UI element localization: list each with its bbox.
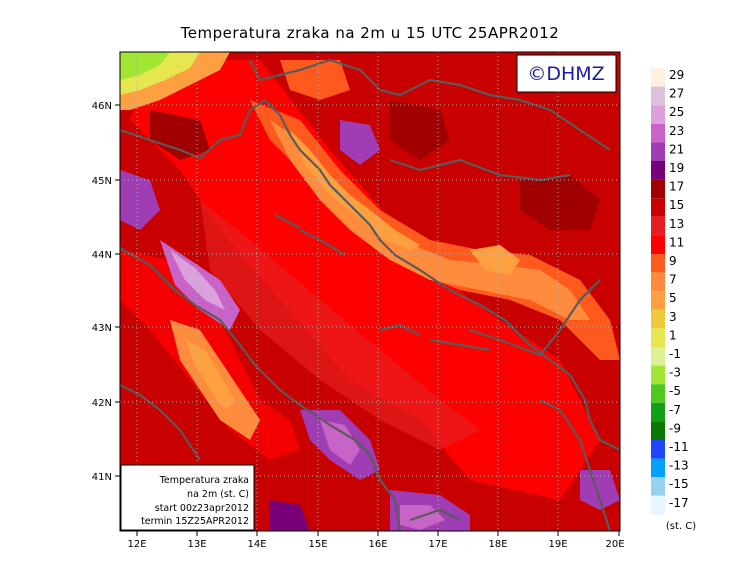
legend-swatch [651, 328, 665, 347]
legend-swatch [651, 86, 665, 106]
y-tick-label: 41N [92, 472, 112, 483]
legend-label: -13 [669, 459, 689, 473]
legend-unit: (st. C) [666, 521, 696, 532]
legend-swatch [651, 142, 665, 161]
legend-swatch [651, 68, 665, 87]
y-tick-label: 45N [92, 176, 112, 187]
legend-label: -15 [669, 477, 689, 491]
x-tick-label: 17E [428, 539, 447, 550]
legend-label: 25 [669, 105, 684, 119]
legend-label: -17 [669, 496, 689, 510]
legend-label: -9 [669, 421, 681, 435]
x-tick-label: 13E [187, 539, 206, 550]
legend-label: 7 [669, 273, 677, 287]
legend-swatch [651, 477, 665, 496]
info-line-1: Temperatura zraka [159, 475, 249, 486]
y-tick-label: 43N [92, 323, 112, 334]
legend-swatch [651, 179, 665, 199]
legend-swatch [651, 365, 665, 385]
legend-swatch [651, 458, 665, 478]
logo-text: ©DHMZ [527, 63, 604, 85]
legend-swatch [651, 309, 665, 329]
temperature-field [120, 52, 620, 531]
legend-swatch [651, 198, 665, 217]
tick-marks [115, 104, 620, 536]
info-line-2: na 2m (st. C) [187, 489, 249, 500]
x-tick-label: 12E [127, 539, 146, 550]
legend-swatch [651, 272, 665, 292]
legend-label: 5 [669, 291, 677, 305]
x-tick-label: 16E [368, 539, 387, 550]
x-tick-label: 19E [548, 539, 567, 550]
x-tick-label: 14E [247, 539, 266, 550]
legend-label: -1 [669, 347, 681, 361]
y-axis-labels: 46N 45N 44N 43N 42N 41N [92, 101, 112, 483]
x-tick-label: 18E [488, 539, 507, 550]
legend-label: 23 [669, 124, 684, 138]
dhmz-logo: ©DHMZ [516, 54, 617, 93]
legend-label: 15 [669, 198, 684, 212]
legend-label: 21 [669, 142, 684, 156]
legend-label: 17 [669, 180, 684, 194]
legend-swatch [651, 421, 665, 440]
legend-swatch [651, 123, 665, 143]
legend-label: 27 [669, 87, 684, 101]
legend-swatch [651, 440, 665, 459]
legend-label: 13 [669, 217, 684, 231]
x-tick-label: 15E [308, 539, 327, 550]
info-line-4: termin 15Z25APR2012 [141, 516, 249, 527]
legend-label: 9 [669, 254, 677, 268]
legend-swatch [651, 291, 665, 310]
info-box: Temperatura zraka na 2m (st. C) start 00… [120, 464, 255, 531]
legend-label: -7 [669, 403, 681, 417]
coastlines [120, 58, 620, 531]
x-tick-label: 20E [605, 539, 624, 550]
legend-label: -3 [669, 366, 681, 380]
legend-swatch [651, 105, 665, 124]
y-tick-label: 42N [92, 398, 112, 409]
map-title: Temperatura zraka na 2m u 15 UTC 25APR20… [180, 24, 560, 42]
legend-swatch [651, 402, 665, 422]
info-line-3: start 00z23apr2012 [155, 503, 249, 514]
legend-label: 1 [669, 328, 677, 342]
legend-label: 19 [669, 161, 684, 175]
legend-swatch [651, 161, 665, 180]
legend-swatch [651, 254, 665, 273]
x-axis-labels: 12E 13E 14E 15E 16E 17E 18E 19E 20E [127, 539, 624, 550]
y-tick-label: 46N [92, 101, 112, 112]
legend-swatch [651, 235, 665, 254]
legend-swatch [651, 495, 665, 515]
plot-frame [119, 51, 621, 532]
legend-label: 11 [669, 235, 684, 249]
y-tick-label: 44N [92, 250, 112, 261]
legend-label: 29 [669, 68, 684, 82]
legend-swatch [651, 347, 665, 366]
legend-swatch [651, 216, 665, 236]
color-legend: 29 27 25 23 21 19 17 15 13 11 9 7 5 3 1 -1 -3 -5 -7 -9 -11 -1… [651, 68, 689, 515]
legend-label: 3 [669, 310, 677, 324]
gridlines [120, 52, 620, 531]
legend-label: -11 [669, 440, 689, 454]
legend-label: -5 [669, 384, 681, 398]
legend-swatch [651, 384, 665, 403]
